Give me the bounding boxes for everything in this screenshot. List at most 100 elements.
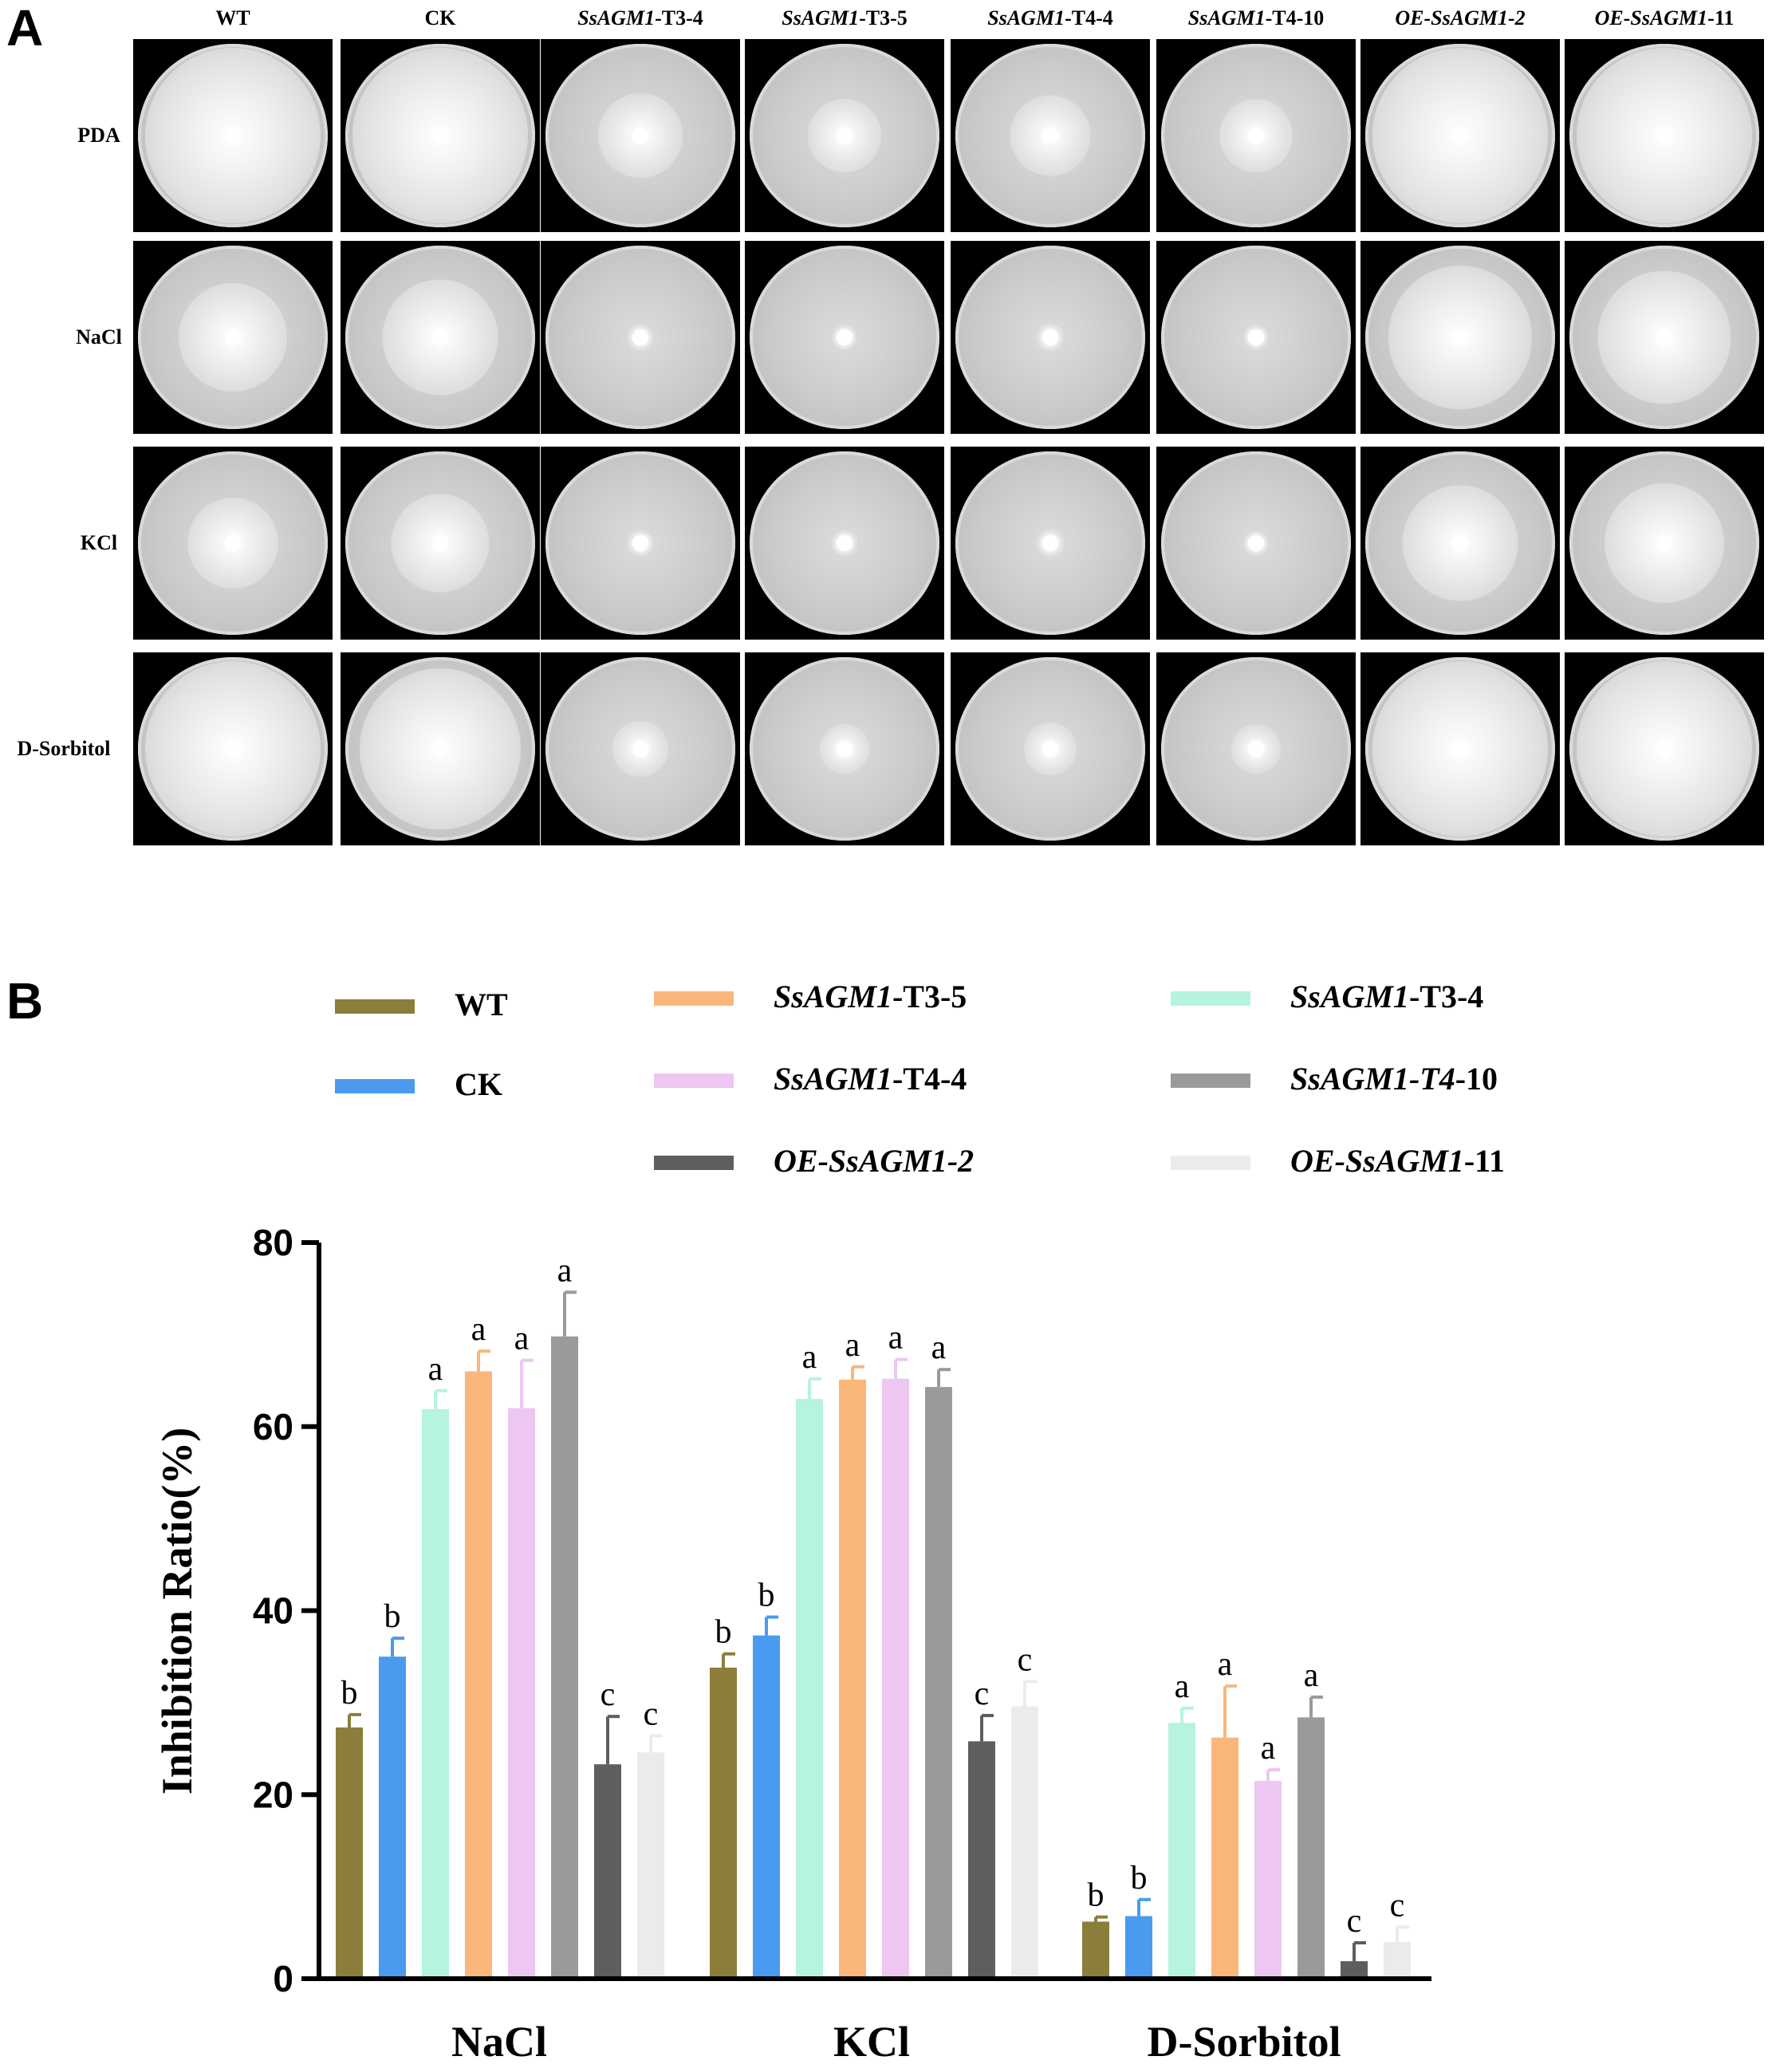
- legend-label: CK: [455, 1066, 502, 1103]
- petri-dish: [138, 451, 328, 635]
- significance-letter: c: [1347, 1903, 1362, 1940]
- legend-label: OE-SsAGM1-11: [1290, 1142, 1505, 1180]
- significance-letter: a: [1261, 1730, 1276, 1767]
- panel-a-letter: A: [6, 0, 44, 57]
- bar: [379, 1656, 406, 1976]
- petri-dish: [1161, 44, 1351, 227]
- legend-swatch: [1171, 1073, 1250, 1088]
- inoculum-plug: [225, 741, 241, 757]
- culture-plate: [541, 447, 740, 640]
- significance-letter: a: [931, 1329, 947, 1366]
- significance-letter: b: [715, 1614, 732, 1651]
- culture-plate: [341, 241, 540, 434]
- inoculum-plug: [432, 535, 448, 551]
- bar: [465, 1371, 492, 1976]
- inoculum-plug: [1248, 535, 1264, 551]
- inoculum-plug: [1656, 329, 1672, 345]
- bar: [839, 1379, 866, 1976]
- significance-letter: a: [888, 1320, 904, 1357]
- bar: [1011, 1706, 1038, 1976]
- bar: [1341, 1961, 1368, 1976]
- legend-label: SsAGM1-T4-10: [1290, 1060, 1498, 1097]
- culture-plate: [951, 447, 1150, 640]
- inoculum-plug: [837, 535, 852, 551]
- culture-plate: [951, 39, 1150, 232]
- inoculum-plug: [225, 329, 241, 345]
- culture-plate: [1156, 241, 1356, 434]
- culture-plate: [745, 447, 944, 640]
- culture-plate: [745, 39, 944, 232]
- y-tick-label: 40: [253, 1590, 293, 1632]
- inoculum-plug: [632, 128, 648, 144]
- column-label: WT: [215, 6, 250, 30]
- petri-dish: [1569, 246, 1759, 429]
- inoculum-plug: [1248, 128, 1264, 144]
- petri-dish: [1569, 44, 1759, 227]
- gene-name: OE-SsAGM1: [1290, 1143, 1464, 1179]
- inoculum-plug: [632, 329, 648, 345]
- bar: [882, 1378, 909, 1976]
- legend-swatch: [335, 1079, 415, 1093]
- inoculum-plug: [1248, 741, 1264, 757]
- petri-dish: [345, 657, 535, 841]
- petri-dish: [955, 246, 1145, 429]
- row-label: D-Sorbitol: [17, 737, 111, 760]
- column-label: SsAGM1-T4-10: [1188, 6, 1325, 30]
- bar: [925, 1387, 952, 1976]
- petri-dish: [1365, 246, 1555, 429]
- petri-dish: [955, 657, 1145, 841]
- petri-dish: [545, 246, 735, 429]
- inoculum-plug: [837, 329, 852, 345]
- inoculum-plug: [1042, 741, 1058, 757]
- culture-plate: [133, 652, 333, 845]
- bar: [594, 1764, 621, 1976]
- petri-dish: [1365, 451, 1555, 635]
- petri-dish: [750, 451, 939, 635]
- significance-letter: b: [1088, 1877, 1105, 1914]
- culture-plate: [1565, 39, 1764, 232]
- row-label: NaCl: [76, 325, 122, 349]
- line-suffix: -T3-5: [892, 979, 967, 1014]
- inoculum-plug: [1452, 329, 1468, 345]
- significance-letter: a: [845, 1327, 860, 1364]
- petri-dish: [955, 44, 1145, 227]
- culture-plate: [1156, 447, 1356, 640]
- petri-dish: [138, 246, 328, 429]
- culture-plate: [745, 241, 944, 434]
- significance-letter: a: [1175, 1668, 1190, 1705]
- culture-plate: [1360, 39, 1560, 232]
- culture-plate: [541, 39, 740, 232]
- legend-swatch: [654, 991, 734, 1006]
- legend-swatch: [335, 999, 415, 1014]
- gene-name: OE-SsAGM1-2: [774, 1143, 975, 1179]
- bar: [1254, 1780, 1282, 1976]
- bar: [1082, 1921, 1109, 1976]
- y-tick-label: 20: [253, 1774, 293, 1815]
- petri-dish: [345, 44, 535, 227]
- significance-letter: c: [975, 1676, 990, 1712]
- column-label: SsAGM1-T3-4: [577, 6, 703, 30]
- column-label: SsAGM1-T4-4: [987, 6, 1113, 30]
- y-tick-label: 0: [273, 1958, 293, 1999]
- inoculum-plug: [225, 535, 241, 551]
- bar: [796, 1399, 823, 1976]
- bar: [422, 1408, 449, 1976]
- line-suffix: -11: [1463, 1143, 1505, 1179]
- legend-swatch: [654, 1073, 734, 1088]
- bar: [637, 1752, 664, 1976]
- legend-label: SsAGM1-T3-4: [1290, 978, 1483, 1015]
- petri-dish: [545, 451, 735, 635]
- significance-letter: b: [1131, 1860, 1148, 1897]
- bar: [1384, 1941, 1411, 1976]
- petri-dish: [545, 44, 735, 227]
- legend-label: OE-SsAGM1-2: [774, 1142, 974, 1180]
- petri-dish: [1161, 657, 1351, 841]
- line-suffix: WT: [215, 6, 250, 30]
- row-label: KCl: [80, 531, 118, 554]
- significance-letter: a: [557, 1252, 573, 1289]
- significance-letter: c: [1390, 1887, 1405, 1924]
- petri-dish: [750, 657, 939, 841]
- bar: [753, 1635, 780, 1976]
- inoculum-plug: [632, 741, 648, 757]
- significance-letter: b: [341, 1675, 358, 1712]
